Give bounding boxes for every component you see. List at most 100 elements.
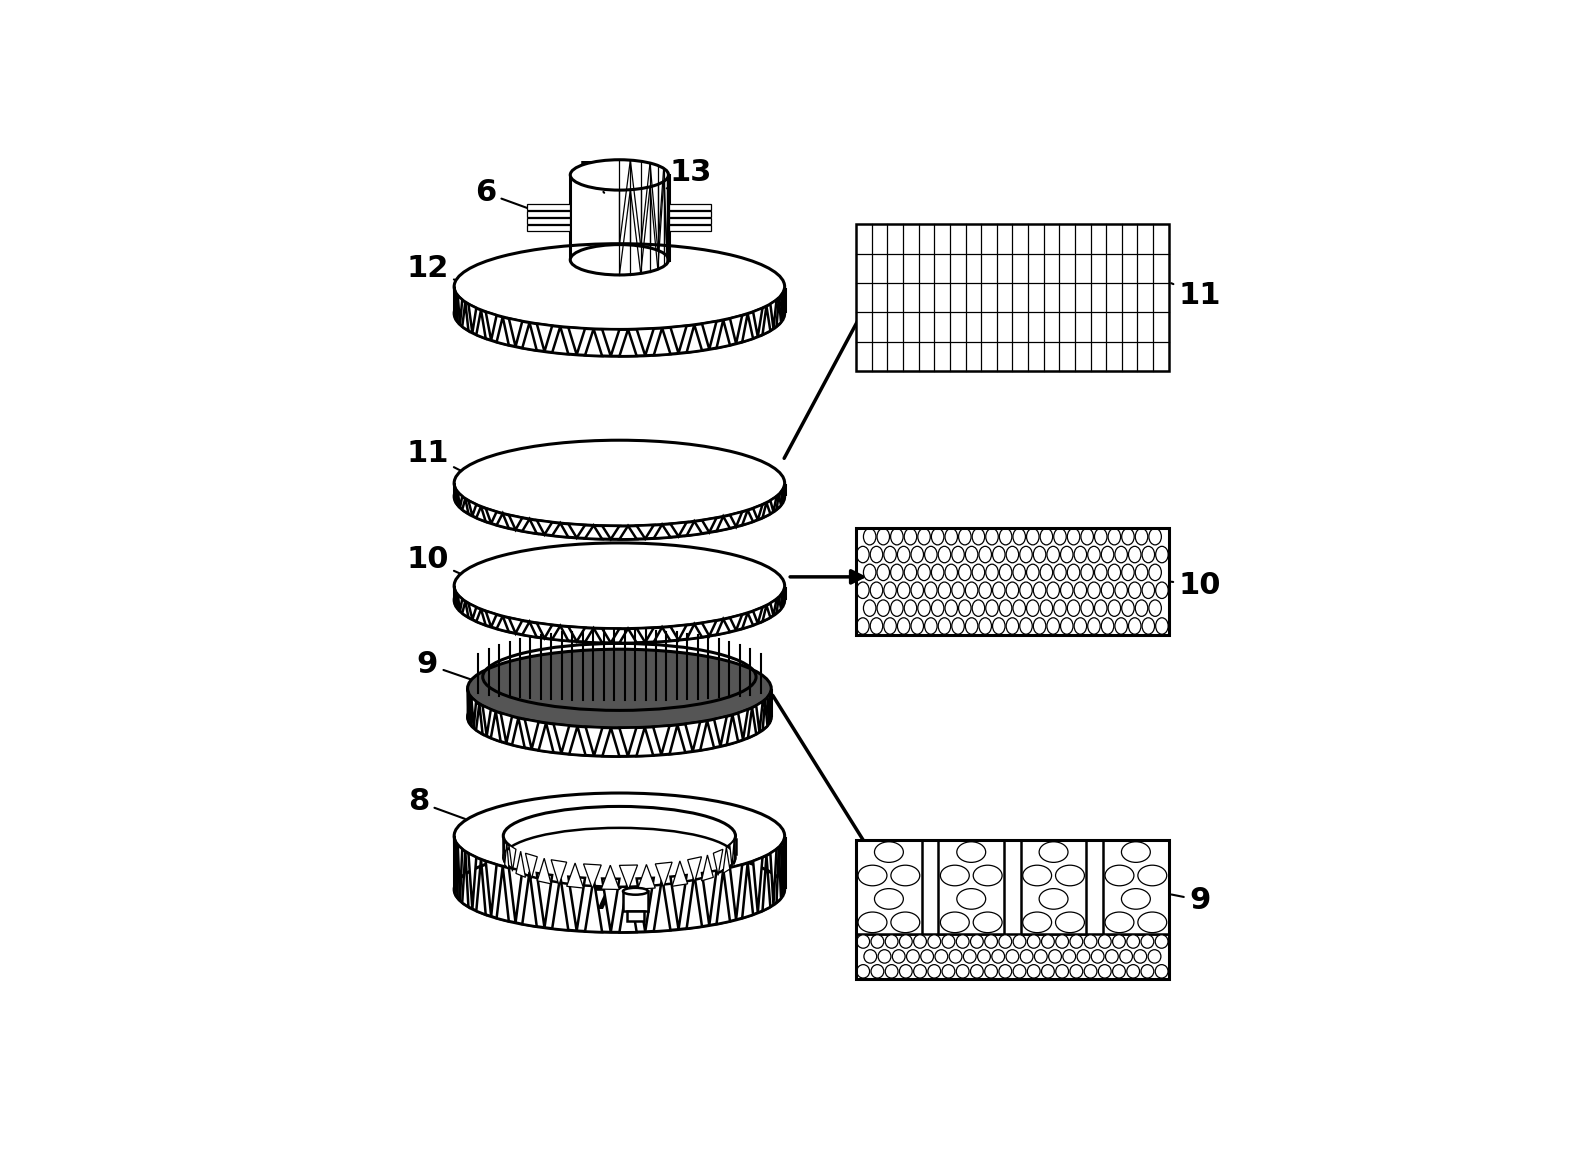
Ellipse shape <box>454 543 785 629</box>
Polygon shape <box>619 629 637 643</box>
Polygon shape <box>471 697 476 728</box>
Polygon shape <box>670 522 686 536</box>
Ellipse shape <box>856 618 869 635</box>
Ellipse shape <box>1156 965 1169 978</box>
Polygon shape <box>653 726 670 755</box>
Polygon shape <box>777 847 782 902</box>
Ellipse shape <box>904 564 917 581</box>
Ellipse shape <box>925 618 938 635</box>
Polygon shape <box>455 490 458 506</box>
Ellipse shape <box>1098 935 1111 948</box>
Ellipse shape <box>1027 935 1040 948</box>
Ellipse shape <box>879 950 892 963</box>
Ellipse shape <box>946 600 957 616</box>
Ellipse shape <box>1141 546 1154 563</box>
Polygon shape <box>554 724 570 753</box>
Ellipse shape <box>1102 546 1114 563</box>
Polygon shape <box>753 857 763 913</box>
Polygon shape <box>654 328 670 355</box>
Polygon shape <box>584 525 602 539</box>
Ellipse shape <box>877 600 890 616</box>
Ellipse shape <box>1141 935 1154 948</box>
Polygon shape <box>619 525 637 539</box>
Ellipse shape <box>884 546 896 563</box>
Ellipse shape <box>1108 564 1121 581</box>
Ellipse shape <box>1040 564 1052 581</box>
Ellipse shape <box>1027 965 1040 978</box>
Ellipse shape <box>856 546 869 563</box>
Ellipse shape <box>1078 950 1091 963</box>
Ellipse shape <box>899 935 912 948</box>
Polygon shape <box>686 521 702 536</box>
Text: 10: 10 <box>406 544 465 575</box>
Polygon shape <box>568 626 584 641</box>
Polygon shape <box>716 869 731 925</box>
Polygon shape <box>716 619 731 635</box>
Ellipse shape <box>1055 965 1068 978</box>
Ellipse shape <box>998 965 1011 978</box>
Ellipse shape <box>958 564 971 581</box>
Ellipse shape <box>1087 582 1100 599</box>
Ellipse shape <box>1006 950 1019 963</box>
Ellipse shape <box>874 842 903 862</box>
Ellipse shape <box>1006 546 1019 563</box>
Ellipse shape <box>1067 529 1079 545</box>
Ellipse shape <box>1000 600 1013 616</box>
Ellipse shape <box>877 529 890 545</box>
Ellipse shape <box>1122 564 1134 581</box>
Ellipse shape <box>1113 965 1126 978</box>
Polygon shape <box>602 629 619 643</box>
Polygon shape <box>516 851 525 877</box>
Ellipse shape <box>919 564 930 581</box>
Polygon shape <box>713 849 723 876</box>
Ellipse shape <box>864 950 877 963</box>
Polygon shape <box>637 628 654 643</box>
Polygon shape <box>637 864 656 889</box>
Ellipse shape <box>1006 582 1019 599</box>
Polygon shape <box>568 524 584 538</box>
Polygon shape <box>763 855 771 911</box>
Ellipse shape <box>885 935 898 948</box>
Ellipse shape <box>1060 546 1073 563</box>
Ellipse shape <box>1055 865 1084 886</box>
Polygon shape <box>702 621 716 636</box>
Polygon shape <box>767 693 771 724</box>
Ellipse shape <box>1013 600 1025 616</box>
Ellipse shape <box>925 546 938 563</box>
Polygon shape <box>782 590 783 607</box>
Polygon shape <box>637 878 654 931</box>
Ellipse shape <box>931 529 944 545</box>
Ellipse shape <box>941 865 970 886</box>
Ellipse shape <box>1114 546 1127 563</box>
Ellipse shape <box>963 950 976 963</box>
Polygon shape <box>602 525 619 539</box>
Ellipse shape <box>863 564 876 581</box>
Polygon shape <box>716 516 731 531</box>
Ellipse shape <box>454 793 785 879</box>
Ellipse shape <box>979 618 992 635</box>
Ellipse shape <box>890 564 903 581</box>
Polygon shape <box>748 708 756 738</box>
Ellipse shape <box>898 618 911 635</box>
Ellipse shape <box>1055 935 1068 948</box>
Ellipse shape <box>454 440 785 525</box>
Polygon shape <box>637 727 653 756</box>
Bar <box>938 840 1005 934</box>
Ellipse shape <box>858 865 887 886</box>
Ellipse shape <box>992 582 1005 599</box>
Polygon shape <box>486 861 497 916</box>
Bar <box>856 934 1169 979</box>
Ellipse shape <box>1013 529 1025 545</box>
Polygon shape <box>468 695 471 726</box>
Ellipse shape <box>935 950 947 963</box>
Polygon shape <box>500 713 513 744</box>
Text: 12: 12 <box>406 254 462 283</box>
Ellipse shape <box>1119 950 1132 963</box>
Polygon shape <box>777 298 782 327</box>
Polygon shape <box>458 492 462 508</box>
Ellipse shape <box>1063 950 1076 963</box>
Polygon shape <box>753 505 763 520</box>
Polygon shape <box>537 623 552 638</box>
Ellipse shape <box>1134 950 1146 963</box>
Polygon shape <box>525 719 538 749</box>
